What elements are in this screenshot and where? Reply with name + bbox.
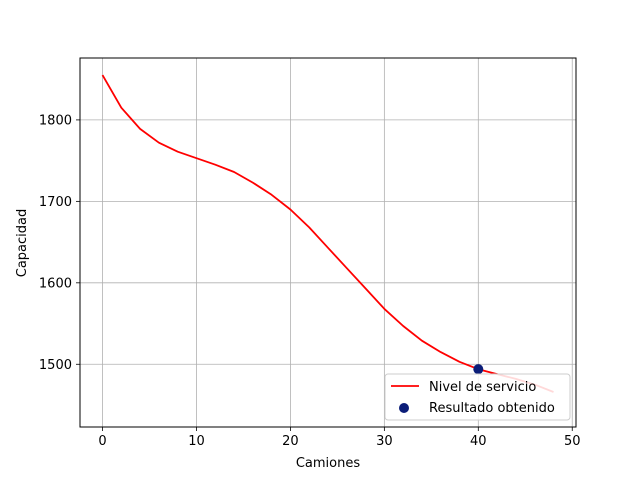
y-tick-label: 1700: [39, 195, 72, 210]
y-axis-ticks: 1500 1600 1700 1800: [39, 113, 80, 373]
y-tick-label: 1800: [39, 113, 72, 128]
plot-frame: [79, 57, 577, 428]
x-tick-label: 10: [188, 434, 205, 449]
x-tick-label: 0: [98, 434, 106, 449]
y-tick-label: 1500: [39, 358, 72, 373]
legend-marker-swatch: [399, 403, 409, 413]
x-axis-label: Camiones: [296, 456, 361, 471]
x-tick-label: 50: [564, 434, 581, 449]
grid-lines: [80, 58, 576, 427]
legend-box: [384, 373, 571, 421]
legend-label-nivel-de-servicio: Nivel de servicio: [429, 380, 536, 395]
x-tick-label: 30: [376, 434, 393, 449]
y-axis-label: Capacidad: [15, 209, 30, 278]
x-tick-label: 40: [470, 434, 487, 449]
legend-label-resultado-obtenido: Resultado obtenido: [429, 401, 555, 416]
x-tick-label: 20: [282, 434, 299, 449]
scatter-point-resultado-obtenido: [473, 364, 484, 375]
legend: Nivel de servicio Resultado obtenido: [384, 373, 571, 421]
x-axis-ticks: 0 10 20 30 40 50: [98, 427, 581, 449]
y-tick-label: 1600: [39, 276, 72, 291]
plot-series: [101, 74, 554, 393]
